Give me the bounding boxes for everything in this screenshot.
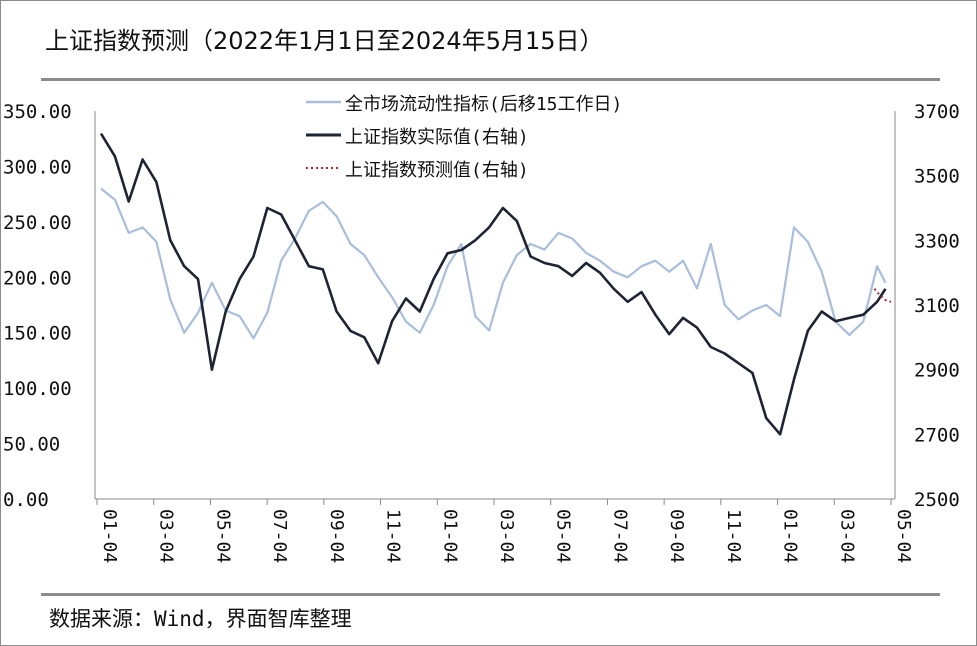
chart-title: 上证指数预测（2022年1月1日至2024年5月15日） bbox=[45, 27, 604, 55]
series-line-liquidity bbox=[100, 187, 887, 340]
legend-label-actual: 上证指数实际值(右轴) bbox=[345, 127, 529, 148]
x-tick-label: 05-04 bbox=[212, 509, 233, 563]
x-tick-label: 07-04 bbox=[609, 509, 630, 563]
x-tick-label: 05-04 bbox=[553, 509, 574, 563]
left-tick-label: 350.00 bbox=[3, 101, 72, 123]
series-layer bbox=[99, 132, 892, 436]
right-tick-labels: 2500 2700 2900 3100 3300 3500 3700 bbox=[914, 101, 960, 511]
bottom-rule bbox=[41, 593, 940, 596]
top-rule bbox=[41, 78, 940, 81]
left-tick-label: 50.00 bbox=[3, 434, 60, 456]
x-tick-label: 09-04 bbox=[666, 509, 687, 563]
x-tick-label: 01-04 bbox=[99, 509, 120, 563]
x-tick-label: 03-04 bbox=[836, 509, 857, 563]
x-tick-label: 03-04 bbox=[156, 509, 177, 563]
right-tick-label: 3500 bbox=[914, 166, 960, 188]
right-tick-label: 3100 bbox=[914, 295, 960, 317]
left-tick-labels: 0.00 50.00 100.00 150.00 200.00 250.00 300.00 3… bbox=[3, 101, 72, 511]
right-tick-label: 3700 bbox=[914, 101, 960, 123]
x-tick-label: 03-04 bbox=[496, 509, 517, 563]
x-tick-label: 09-04 bbox=[326, 509, 347, 563]
x-tick-label: 01-04 bbox=[439, 509, 460, 563]
right-tick-label: 2700 bbox=[914, 424, 960, 446]
left-tick-label: 0.00 bbox=[3, 489, 49, 511]
left-tick-label: 150.00 bbox=[3, 323, 72, 345]
left-tick-label: 300.00 bbox=[3, 156, 72, 178]
x-tick-label: 11-04 bbox=[383, 509, 404, 563]
left-tick-label: 250.00 bbox=[3, 212, 72, 234]
legend-label-forecast: 上证指数预测值(右轴) bbox=[345, 160, 529, 181]
left-tick-label: 200.00 bbox=[3, 267, 72, 289]
source-note: 数据来源：Wind，界面智库整理 bbox=[49, 607, 352, 631]
x-tick-label: 05-04 bbox=[893, 509, 914, 563]
left-tick-label: 100.00 bbox=[3, 378, 72, 400]
x-tick-label: 01-04 bbox=[780, 509, 801, 563]
x-tick-label: 07-04 bbox=[269, 509, 290, 563]
right-tick-label: 2500 bbox=[914, 489, 960, 511]
legend-label-liquidity: 全市场流动性指标(后移15工作日) bbox=[345, 94, 622, 115]
axes-group bbox=[94, 111, 896, 500]
series-line-actual bbox=[99, 132, 887, 436]
x-tick-labels: 01-04 03-04 05-04 07-04 09-04 11-04 01-04 03-04… bbox=[96, 499, 914, 563]
x-tick-label: 11-04 bbox=[723, 509, 744, 563]
legend: 全市场流动性指标(后移15工作日) 上证指数实际值(右轴) 上证指数预测值(右轴… bbox=[306, 94, 622, 181]
right-tick-label: 2900 bbox=[914, 360, 960, 382]
right-tick-label: 3300 bbox=[914, 230, 960, 252]
